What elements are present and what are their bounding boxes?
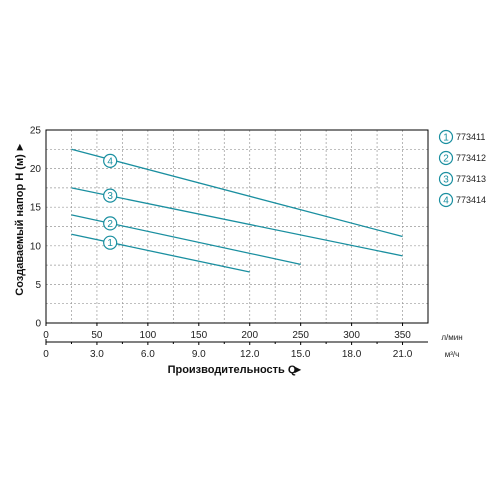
legend-marker-3 [438,171,454,187]
series-marker-label: 3 [107,191,113,202]
legend-marker-1 [438,129,454,145]
x2-tick-label: 6.0 [141,349,155,360]
axes [45,129,429,345]
y-tick-label: 20 [30,164,42,175]
legend-marker-label: 3 [443,175,449,186]
y-tick-label: 25 [30,126,42,137]
series-marker-4 [103,153,118,168]
x-tick-label: 300 [343,330,360,341]
grid [46,130,428,323]
x-tick-label: 200 [241,330,258,341]
legend-entry-773412: 773412 [456,153,486,163]
legend-entry-773411: 773411 [456,132,485,142]
x2-tick-label: 15.0 [291,349,311,360]
y-tick-label: 10 [30,241,42,252]
legend-marker-4 [438,192,454,208]
series-marker-label: 1 [107,238,113,249]
legend-marker-label: 1 [443,133,449,144]
x2-tick-label: 21.0 [393,349,413,360]
legend-entry-773414: 773414 [456,195,486,205]
x-tick-label: 100 [140,330,157,341]
x2-tick-label: 12.0 [240,349,260,360]
x-axis-title: Производительность Q [168,364,297,376]
series-marker-1 [103,235,118,250]
series-line-773413 [71,187,403,257]
series-lines: 1 2 3 4 [71,148,403,273]
series-marker-label: 4 [107,156,113,167]
legend-marker-2 [438,150,454,166]
y-tick-label: 15 [30,203,42,214]
x-tick-label: 350 [394,330,411,341]
legend-marker-label: 4 [443,196,449,207]
x2-tick-label: 3.0 [90,349,104,360]
x-tick-label: 150 [190,330,207,341]
legend-marker-label: 2 [443,154,449,165]
y-axis-arrow: ► [14,142,26,153]
x-unit-label: л/мин [441,333,462,342]
series-marker-2 [103,216,118,231]
y-tick-label: 5 [35,280,41,291]
x2-tick-label: 0 [43,349,49,360]
series-marker-3 [103,188,118,203]
y-axis-title: Создаваемый напор H (м) [14,154,26,296]
x2-tick-label: 9.0 [192,349,206,360]
legend-entry-773413: 773413 [456,174,486,184]
series-line-773411 [71,233,250,273]
x-axis-arrow: ► [293,364,304,376]
plot-frame [45,129,429,324]
x-tick-label: 0 [43,330,49,341]
x2-unit-label: м³/ч [445,350,460,359]
x-tick-label: 250 [292,330,309,341]
x-tick-label: 50 [91,330,103,341]
series-line-773414 [71,148,403,238]
y-tick-label: 0 [35,319,41,330]
series-marker-label: 2 [107,219,113,230]
x2-tick-label: 18.0 [342,349,362,360]
legend: 1 773411 2 773412 3 773413 4 773414 [438,129,486,208]
